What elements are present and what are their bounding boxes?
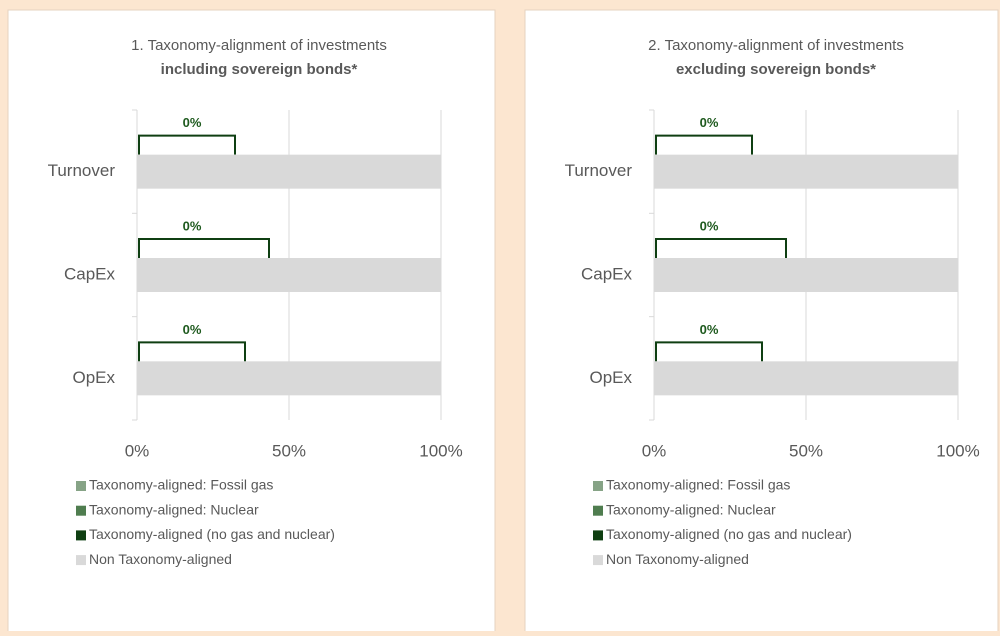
legend-label: Taxonomy-aligned (no gas and nuclear) <box>606 526 852 542</box>
legend-label: Taxonomy-aligned: Fossil gas <box>606 477 790 493</box>
bar <box>137 361 441 396</box>
legend-label: Taxonomy-aligned: Nuclear <box>606 501 776 517</box>
chart-title: 2. Taxonomy-alignment of investments <box>648 37 904 54</box>
legend-swatch <box>593 555 603 566</box>
y-tick-label: OpEx <box>589 368 632 387</box>
y-tick-label: Turnover <box>565 161 633 180</box>
legend-swatch <box>76 481 86 491</box>
bar <box>137 154 441 189</box>
value-label: 0% <box>183 115 202 130</box>
y-tick-label: CapEx <box>581 264 633 283</box>
panel <box>524 9 999 636</box>
chart-subtitle: excluding sovereign bonds* <box>676 61 876 78</box>
legend-swatch <box>76 530 86 541</box>
callout <box>655 341 763 362</box>
legend-swatch <box>593 530 603 541</box>
callout <box>138 134 236 155</box>
x-tick-label: 0% <box>125 441 150 460</box>
bar <box>137 258 441 292</box>
callout <box>138 238 270 258</box>
legend-swatch <box>76 505 86 516</box>
x-tick-label: 100% <box>936 441 979 460</box>
x-tick-label: 100% <box>419 441 462 460</box>
bar <box>654 361 958 396</box>
legend-swatch <box>593 481 603 491</box>
legend-label: Non Taxonomy-aligned <box>89 551 232 567</box>
y-tick-label: Turnover <box>48 161 116 180</box>
bar <box>654 154 958 189</box>
callout <box>655 238 787 258</box>
value-label: 0% <box>183 218 202 233</box>
legend-swatch <box>593 505 603 516</box>
legend-label: Non Taxonomy-aligned <box>606 551 749 567</box>
bar <box>654 258 958 292</box>
legend-swatch <box>76 555 86 566</box>
y-tick-label: OpEx <box>72 368 115 387</box>
legend-label: Taxonomy-aligned (no gas and nuclear) <box>89 526 335 542</box>
panel <box>7 9 496 636</box>
callout <box>655 134 753 155</box>
legend-label: Taxonomy-aligned: Fossil gas <box>89 477 273 493</box>
x-tick-label: 50% <box>272 441 306 460</box>
x-tick-label: 50% <box>789 441 823 460</box>
x-tick-label: 0% <box>642 441 667 460</box>
value-label: 0% <box>700 322 719 337</box>
callout <box>138 341 246 362</box>
value-label: 0% <box>183 322 202 337</box>
y-tick-label: CapEx <box>64 264 116 283</box>
chart-title: 1. Taxonomy-alignment of investments <box>131 37 387 54</box>
value-label: 0% <box>700 115 719 130</box>
chart-subtitle: including sovereign bonds* <box>161 61 358 78</box>
value-label: 0% <box>700 218 719 233</box>
legend-label: Taxonomy-aligned: Nuclear <box>89 501 259 517</box>
